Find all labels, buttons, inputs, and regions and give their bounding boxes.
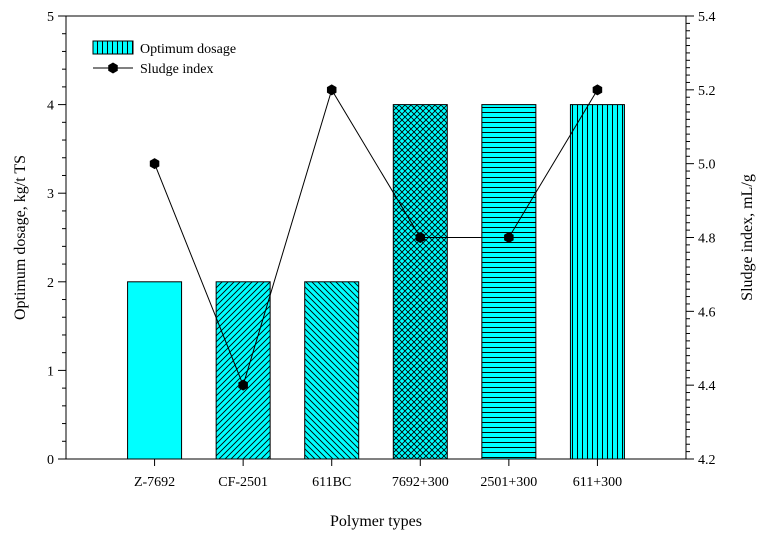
legend-bar-swatch [92, 40, 134, 55]
legend-bar-label: Optimum dosage [140, 42, 236, 57]
sludge-point-2501-300 [504, 232, 514, 243]
sludge-point-7692-300 [415, 232, 426, 243]
left-tick-label: 4 [47, 99, 54, 114]
right-y-axis: 4.2 4.4 4.6 4.8 5.0 5.2 5.4 [686, 10, 716, 468]
left-tick-label: 0 [47, 453, 54, 468]
legend: Optimum dosage Sludge index [92, 40, 236, 77]
x-tick-label: 2501+300 [480, 475, 537, 490]
bar-611-300 [569, 104, 625, 460]
x-tick-label: 611BC [312, 475, 351, 490]
bar-z-7692 [127, 281, 183, 460]
x-tick-label: 7692+300 [392, 475, 449, 490]
x-tick-label: Z-7692 [134, 475, 175, 490]
bar-611bc [304, 281, 360, 460]
x-axis-title: Polymer types [330, 513, 422, 530]
sludge-index-line [154, 88, 598, 387]
x-axis: Z-7692 CF-2501 611BC 7692+300 2501+300 611+30… [134, 459, 622, 490]
left-tick-label: 2 [47, 276, 54, 291]
bar-2501-300 [481, 104, 537, 460]
right-tick-label: 4.8 [698, 232, 716, 247]
y2-axis-title: Sludge index, mL/g [739, 174, 756, 301]
right-tick-label: 5.4 [698, 10, 716, 25]
left-tick-label: 5 [47, 10, 54, 25]
legend-hexagon-marker [108, 62, 118, 74]
sludge-point-611-300 [592, 84, 603, 96]
x-tick-label: CF-2501 [218, 475, 268, 490]
sludge-line-layer [149, 84, 603, 391]
left-y-axis: 0 1 2 3 4 5 [47, 10, 66, 468]
right-tick-label: 5.2 [698, 84, 716, 99]
sludge-point-611bc [326, 84, 337, 96]
x-tick-label: 611+300 [573, 475, 622, 490]
bar-7692-300 [392, 104, 448, 460]
sludge-point-cf-2501 [238, 379, 248, 391]
y-axis-title: Optimum dosage, kg/t TS [12, 155, 29, 320]
right-tick-label: 5.0 [698, 158, 716, 173]
left-tick-label: 1 [47, 364, 54, 379]
bar-cf-2501 [215, 281, 271, 460]
legend-line-label: Sludge index [140, 62, 214, 77]
right-tick-label: 4.2 [698, 453, 716, 468]
right-tick-label: 4.4 [698, 379, 716, 394]
left-tick-label: 3 [47, 187, 54, 202]
right-tick-label: 4.6 [698, 305, 716, 320]
bars-layer [127, 104, 625, 460]
sludge-point-z-7692 [149, 158, 160, 170]
